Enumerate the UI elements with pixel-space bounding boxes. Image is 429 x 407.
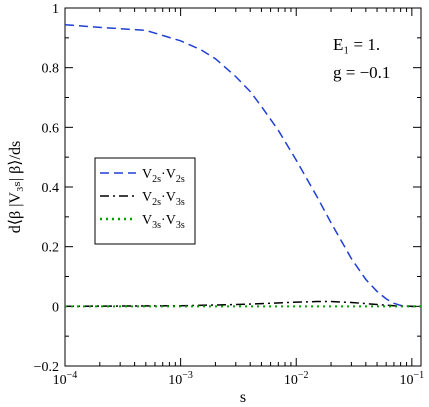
legend-label-part: 3s: [176, 197, 185, 208]
y-tick-label: −0.2: [34, 360, 59, 375]
legend-label-part: 3s: [152, 220, 161, 231]
legend-label-part: ·: [161, 190, 166, 205]
legend-label-part: V: [166, 213, 176, 228]
legend-label-1: V2s·V2s: [142, 167, 185, 185]
x-tick-label: 10−1: [400, 370, 425, 388]
legend-label-part: V: [142, 213, 152, 228]
x-axis-label: s: [240, 389, 246, 406]
x-tick-exponent: −1: [414, 370, 425, 381]
y-tick-label: 0: [52, 300, 59, 315]
x-tick-label: 10−4: [53, 370, 78, 388]
series-line-1: [64, 23, 421, 308]
legend-label-3: V3s·V3s: [142, 213, 185, 231]
x-tick-exponent: −2: [298, 370, 309, 381]
legend-label-part: V: [142, 167, 152, 182]
legend-label-part: V: [166, 167, 176, 182]
y-axis-label: d⟨β |V₃ₛ| β⟩/ds: [7, 141, 24, 233]
x-tick-base: 10: [53, 373, 67, 388]
legend-label-part: 2s: [152, 197, 161, 208]
legend-label-2: V2s·V3s: [142, 190, 185, 208]
x-tick-exponent: −4: [67, 370, 78, 381]
legend-label-part: V: [166, 190, 176, 205]
x-tick-label: 10−2: [284, 370, 309, 388]
annotation-energy: E₁ = 1.: [333, 35, 380, 54]
legend-label-part: 2s: [152, 174, 161, 185]
series-line-2: [64, 300, 421, 308]
x-tick-exponent: −3: [182, 370, 193, 381]
legend-label-part: ·: [161, 167, 166, 182]
x-tick-base: 10: [284, 373, 298, 388]
series-group: [64, 23, 421, 308]
x-tick-base: 10: [168, 373, 182, 388]
x-tick-base: 10: [400, 373, 414, 388]
legend-box: [94, 157, 196, 245]
legend-label-part: V: [142, 190, 152, 205]
legend-label-part: ·: [161, 213, 166, 228]
y-tick-label: 0.8: [42, 62, 60, 77]
annotation-coupling: g = −0.1: [333, 63, 390, 82]
y-tick-label: 0.4: [42, 181, 60, 196]
y-tick-label: 0.2: [42, 241, 60, 256]
legend-label-part: 2s: [176, 174, 185, 185]
y-tick-label: 0.6: [42, 121, 60, 136]
y-tick-label: 1: [52, 2, 59, 17]
x-tick-label: 10−3: [168, 370, 193, 388]
legend-label-part: 3s: [176, 220, 185, 231]
